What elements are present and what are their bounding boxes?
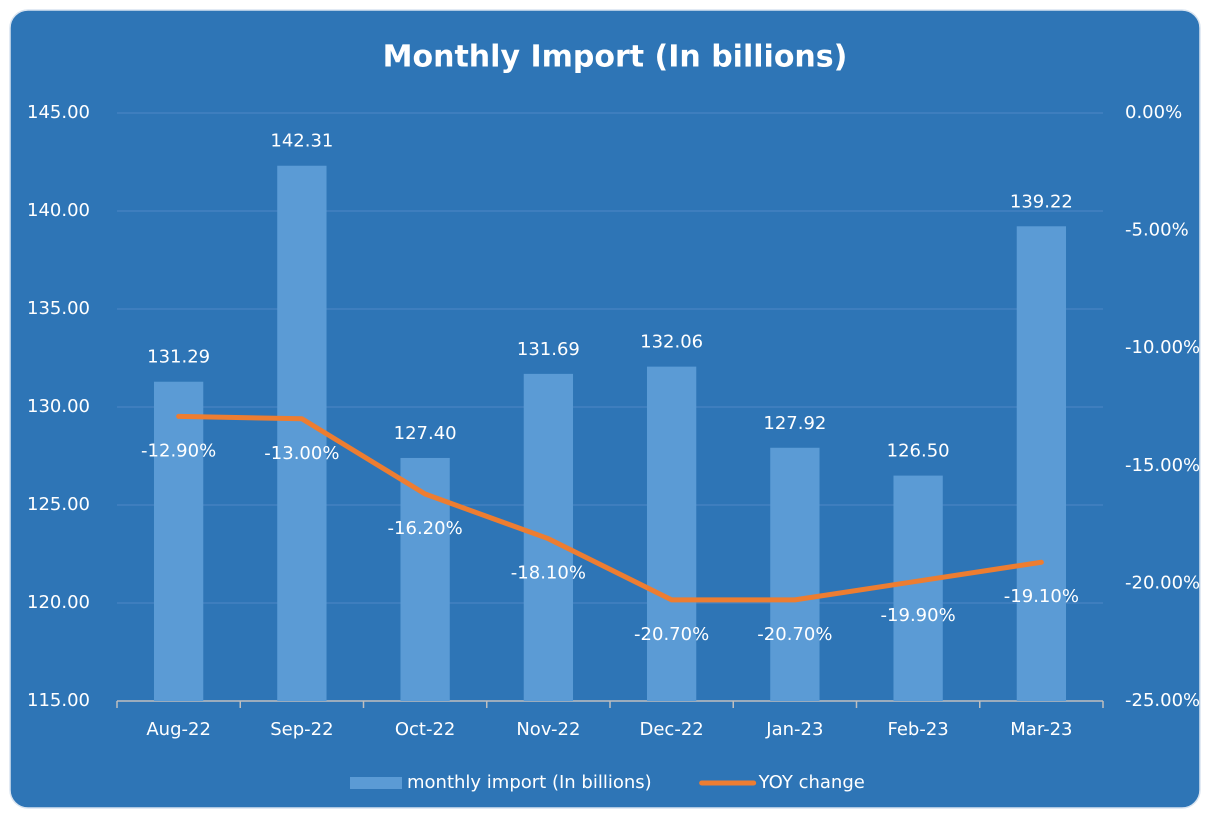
line-value-label: -19.90% <box>881 605 956 626</box>
y2-tick-label: -25.00% <box>1125 690 1200 711</box>
bar-value-label: 131.29 <box>147 347 210 368</box>
line-value-label: -20.70% <box>634 624 709 645</box>
bar-value-label: 126.50 <box>887 441 950 462</box>
line-value-label: -19.10% <box>1004 586 1079 607</box>
x-tick-label: Sep-22 <box>270 719 333 740</box>
y2-tick-label: -10.00% <box>1125 337 1200 358</box>
bar-value-label: 142.31 <box>270 131 333 152</box>
x-tick-label: Aug-22 <box>146 719 211 740</box>
y-tick-label: 115.00 <box>27 690 90 711</box>
y-tick-label: 145.00 <box>27 102 90 123</box>
x-tick-label: Feb-23 <box>887 719 948 740</box>
chart-title: Monthly Import (In billions) <box>383 40 848 75</box>
bar <box>277 165 327 701</box>
line <box>176 413 1044 603</box>
line-value-label: -20.70% <box>757 624 832 645</box>
y-tick-label: 130.00 <box>27 396 90 417</box>
bar <box>893 475 943 701</box>
bar-value-label: 127.40 <box>394 423 457 444</box>
line-value-label: -13.00% <box>264 443 339 464</box>
bar <box>1016 226 1067 701</box>
line-value-label: -18.10% <box>511 563 586 584</box>
line-value-label: -16.20% <box>388 518 463 539</box>
y2-tick-label: -20.00% <box>1125 572 1200 593</box>
bar <box>153 381 204 701</box>
bar <box>646 366 697 701</box>
legend-swatch <box>350 777 402 789</box>
bar <box>770 447 820 701</box>
y2-tick-label: -15.00% <box>1125 455 1200 476</box>
bar-value-label: 127.92 <box>763 413 826 434</box>
y-tick-label: 135.00 <box>27 298 90 319</box>
y-tick-label: 120.00 <box>27 592 90 613</box>
x-tick-label: Mar-23 <box>1010 719 1072 740</box>
x-tick-label: Oct-22 <box>395 719 456 740</box>
bar-value-label: 131.69 <box>517 339 580 360</box>
line-value-label: -12.90% <box>141 440 216 461</box>
bar-value-label: 139.22 <box>1010 191 1073 212</box>
y2-tick-label: -5.00% <box>1125 220 1189 241</box>
y-tick-label: 140.00 <box>27 200 90 221</box>
x-tick-label: Nov-22 <box>516 719 580 740</box>
y-tick-label: 125.00 <box>27 494 90 515</box>
x-tick-label: Dec-22 <box>640 719 704 740</box>
legend-label: YOY change <box>758 772 865 793</box>
legend-label: monthly import (In billions) <box>407 772 652 793</box>
y2-tick-label: 0.00% <box>1125 102 1182 123</box>
bar-value-label: 132.06 <box>640 332 703 353</box>
x-tick-label: Jan-23 <box>765 719 823 740</box>
